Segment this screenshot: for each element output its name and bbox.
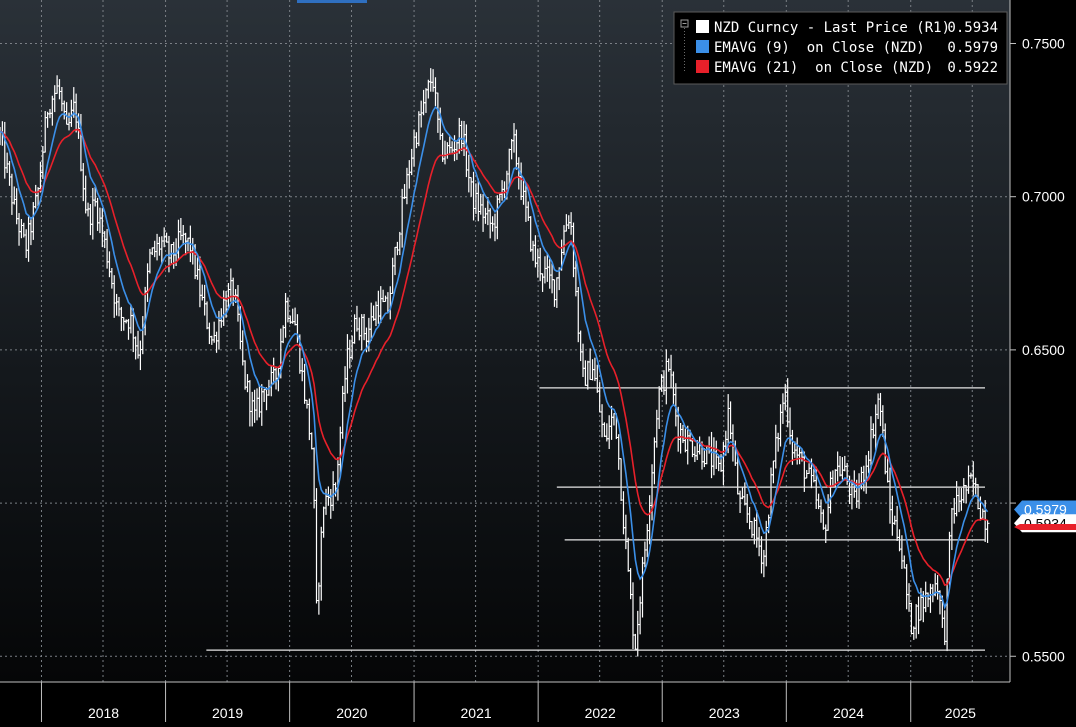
legend-label-ema9: EMAVG (9) on Close (NZD)	[714, 40, 925, 56]
y-axis: 0.5500 0.6500 0.7000 0.7500	[1010, 36, 1065, 664]
y-tick-label: 0.6500	[1022, 342, 1065, 358]
legend-value-ema9: 0.5979	[947, 40, 998, 56]
x-tick-label: 2019	[212, 705, 243, 721]
legend: NZD Curncy - Last Price (R1) 0.5934 EMAV…	[673, 11, 1008, 85]
last-value-label: 0.5979	[1024, 502, 1067, 518]
x-tick-label: 2024	[833, 705, 864, 721]
x-tick-label: 2023	[709, 705, 740, 721]
legend-collapse-icon[interactable]	[680, 19, 689, 72]
legend-item-ema21: EMAVG (21) on Close (NZD) 0.5922	[696, 60, 998, 76]
legend-label-ema21: EMAVG (21) on Close (NZD)	[714, 60, 933, 76]
legend-item-price: NZD Curncy - Last Price (R1) 0.5934	[696, 20, 998, 36]
y-tick-label: 0.5500	[1022, 648, 1065, 664]
price-bar	[985, 519, 990, 543]
legend-swatch-price	[696, 20, 709, 33]
legend-box	[673, 11, 1008, 85]
ema-lines	[0, 105, 989, 610]
x-tick-label: 2018	[88, 705, 119, 721]
legend-value-price: 0.5934	[947, 20, 998, 36]
ema21-line	[0, 128, 988, 586]
x-tick-label: 2020	[336, 705, 367, 721]
last-value-tag-ema21	[1014, 523, 1076, 530]
x-axis: 2018 2019 2020 2021 2022 2023 2024 2025	[40, 682, 976, 722]
x-tick-label: 2025	[945, 705, 976, 721]
y-tick-label: 0.7500	[1022, 36, 1065, 52]
axis-panel-right	[1010, 0, 1076, 682]
x-tick-label: 2021	[461, 705, 492, 721]
legend-value-ema21: 0.5922	[947, 60, 998, 76]
legend-label-price: NZD Curncy - Last Price (R1)	[714, 20, 950, 36]
legend-swatch-ema21	[696, 60, 709, 73]
legend-swatch-ema9	[696, 40, 709, 53]
plot-background	[0, 0, 1010, 682]
last-value-tag-ema9: 0.5979	[1014, 500, 1076, 519]
x-tick-label: 2022	[585, 705, 616, 721]
y-tick-label: 0.7000	[1022, 189, 1065, 205]
legend-item-ema9: EMAVG (9) on Close (NZD) 0.5979	[696, 40, 998, 56]
top-edge-marker	[297, 0, 367, 3]
ema9-line	[0, 105, 989, 610]
